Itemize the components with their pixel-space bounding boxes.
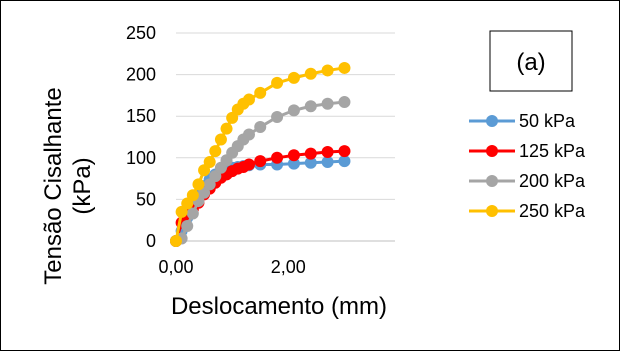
legend-marker-3 — [486, 205, 498, 217]
series-point-3 — [192, 178, 205, 191]
annotation-box: (a) — [489, 30, 573, 92]
x-axis-label: Deslocamento (mm) — [171, 293, 387, 320]
series-point-3 — [186, 189, 199, 202]
series-point-1 — [321, 145, 334, 158]
series-point-3 — [321, 64, 334, 77]
series-point-1 — [243, 158, 255, 171]
series-point-2 — [271, 111, 284, 124]
series-point-2 — [287, 104, 300, 117]
series-point-3 — [214, 133, 227, 146]
y-tick-label: 250 — [126, 23, 156, 43]
series-point-1 — [271, 151, 284, 164]
legend-label-2: 200 kPa — [519, 171, 586, 191]
series-point-1 — [254, 155, 267, 168]
series-point-2 — [186, 207, 199, 220]
series-point-3 — [254, 86, 267, 99]
series-point-2 — [243, 128, 255, 141]
legend-marker-0 — [486, 115, 498, 127]
legend-marker-2 — [486, 175, 498, 187]
series-point-0 — [321, 155, 334, 168]
series-point-2 — [181, 220, 194, 233]
series-point-3 — [287, 71, 300, 84]
series-point-3 — [203, 155, 216, 168]
series-point-2 — [338, 96, 351, 109]
y-axis-label: Tensão Cisalhante (kPa) — [40, 87, 96, 284]
series-point-3 — [338, 61, 351, 74]
y-tick-label: 150 — [126, 106, 156, 126]
series-point-2 — [254, 121, 267, 134]
series-point-0 — [304, 156, 317, 169]
series-layer — [170, 61, 351, 247]
series-point-1 — [338, 145, 351, 158]
series-point-0 — [287, 157, 300, 170]
legend-label-0: 50 kPa — [519, 111, 576, 131]
x-tick-label: 0,00 — [158, 257, 193, 277]
series-point-3 — [271, 76, 284, 89]
y-axis-label-line-2: (kPa) — [69, 157, 96, 214]
series-point-2 — [321, 97, 334, 110]
series-point-0 — [338, 155, 351, 168]
series-point-3 — [243, 93, 255, 106]
y-tick-label: 50 — [136, 189, 156, 209]
series-point-3 — [170, 235, 182, 247]
series-point-1 — [287, 149, 300, 162]
y-tick-label: 200 — [126, 65, 156, 85]
axes: 0 50 100 150 200 250 0,00 2,00 — [126, 23, 395, 277]
annotation-label: (a) — [516, 49, 545, 76]
series-point-2 — [304, 100, 317, 113]
legend-label-1: 125 kPa — [519, 141, 586, 161]
annotation-frame — [489, 30, 573, 92]
legend: 50 kPa 125 kPa 200 kPa 250 kPa — [469, 111, 586, 221]
series-point-3 — [209, 145, 222, 158]
legend-label-3: 250 kPa — [519, 201, 586, 221]
y-tick-label: 0 — [146, 231, 156, 251]
series-point-3 — [304, 67, 317, 80]
x-tick-label: 2,00 — [271, 257, 306, 277]
y-axis-label-line-1: Tensão Cisalhante — [40, 87, 67, 284]
y-tick-label: 100 — [126, 148, 156, 168]
series-point-1 — [304, 147, 317, 160]
series-point-3 — [220, 122, 233, 135]
legend-marker-1 — [486, 145, 498, 157]
